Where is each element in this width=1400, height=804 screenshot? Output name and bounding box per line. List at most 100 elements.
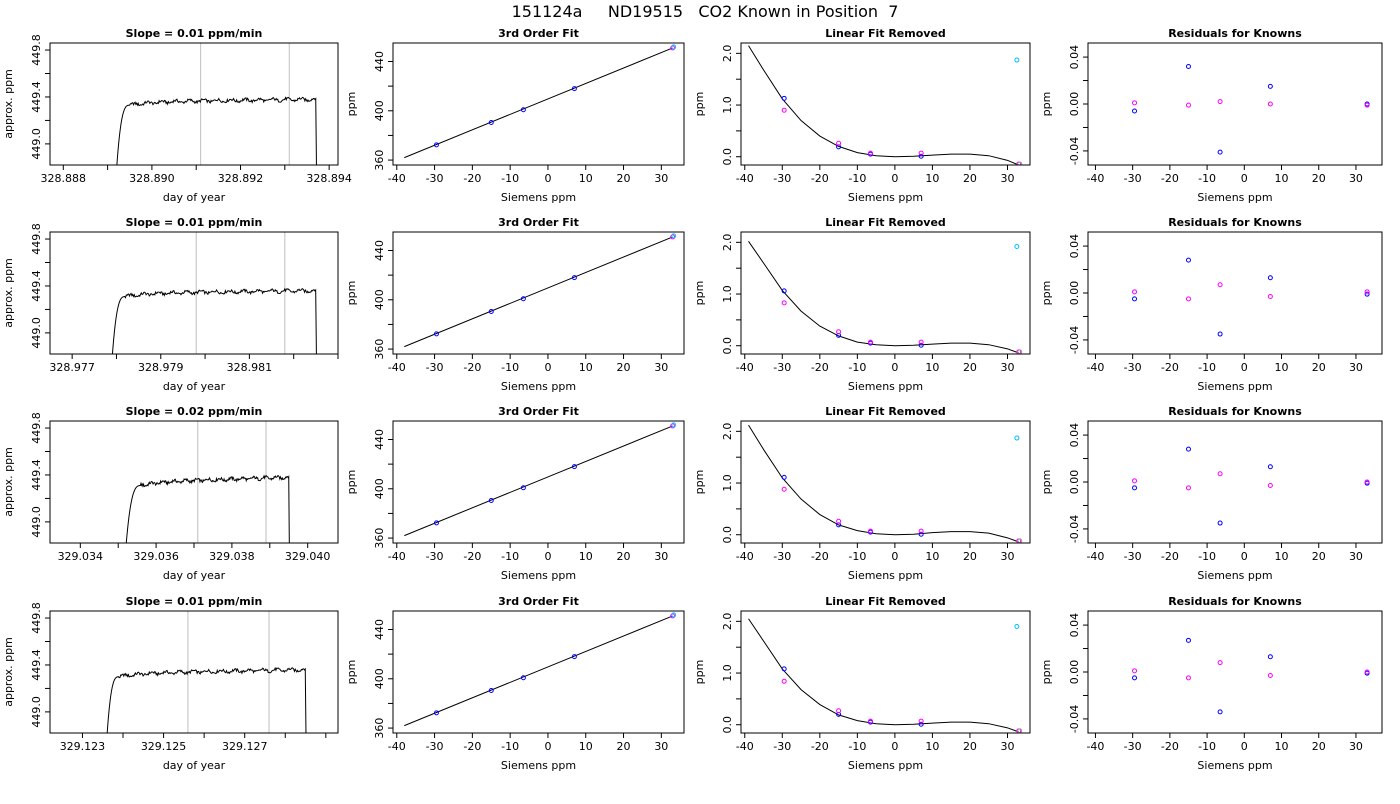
x-tick-label: -10 <box>848 740 866 753</box>
x-axis-label: Siemens ppm <box>501 380 576 393</box>
x-tick-label: -20 <box>1161 550 1179 563</box>
data-point <box>1185 257 1191 263</box>
y-tick-label: 449.4 <box>30 81 43 113</box>
plot-frame <box>740 420 1031 544</box>
x-tick-label: 328.981 <box>227 361 273 374</box>
x-tick-label: 10 <box>579 740 593 753</box>
data-point <box>1364 289 1370 295</box>
data-point <box>867 339 873 345</box>
y-tick-label: 400 <box>373 289 386 310</box>
x-tick-label: 328.888 <box>41 172 87 185</box>
chart-grid: Slope = 0.01 ppm/min day of year approx. p… <box>2 27 1383 772</box>
x-tick-label: -40 <box>388 740 406 753</box>
panel-title: Slope = 0.01 ppm/min <box>126 595 263 608</box>
data-point <box>1132 296 1138 302</box>
x-axis-label: Siemens ppm <box>1197 380 1272 393</box>
x-tick-label: 329.127 <box>222 740 268 753</box>
y-tick-label: 440 <box>373 51 386 72</box>
y-tick-label: 449.0 <box>30 696 43 728</box>
x-tick-label: -40 <box>736 361 754 374</box>
panel-r1-c0: Slope = 0.01 ppm/min day of year approx. p… <box>2 216 339 393</box>
plot-frame <box>392 42 685 166</box>
data-point <box>781 95 787 101</box>
panel-title: 3rd Order Fit <box>498 405 579 418</box>
panel-title: Linear Fit Removed <box>825 405 946 418</box>
data-point <box>918 718 924 724</box>
panel-title: Residuals for Knowns <box>1168 216 1302 229</box>
panel-title: Residuals for Knowns <box>1168 595 1302 608</box>
data-point <box>1185 296 1191 302</box>
data-point <box>1267 83 1273 89</box>
x-tick-label: -40 <box>388 550 406 563</box>
data-point <box>488 687 494 693</box>
x-tick-label: 30 <box>1000 172 1014 185</box>
data-point <box>1267 294 1273 300</box>
data-point <box>918 528 924 534</box>
plot-area <box>748 45 1023 165</box>
plot-area <box>404 612 677 727</box>
y-tick-label: 0.00 <box>1068 660 1081 685</box>
data-point <box>520 107 526 113</box>
x-tick-label: 0 <box>1241 740 1248 753</box>
y-axis-label: ppm <box>345 281 358 306</box>
x-axis-label: Siemens ppm <box>1197 191 1272 204</box>
x-tick-label: 0 <box>1241 550 1248 563</box>
panel-r3-c2: Linear Fit Removed Siemens ppm ppm -40 -30 -2… <box>693 595 1031 772</box>
x-tick-label: 0 <box>891 361 898 374</box>
plot-area <box>748 424 1023 543</box>
panel-r1-c1: 3rd Order Fit Siemens ppm ppm -40 -30 -20 -10 0… <box>345 216 685 393</box>
y-tick-label: 0.0 <box>721 716 734 734</box>
y-tick-label: 0.04 <box>1068 45 1081 69</box>
data-point <box>918 721 924 727</box>
x-tick-label: 0 <box>1241 361 1248 374</box>
y-tick-label: -0.04 <box>1068 326 1081 354</box>
y-tick-label: 449.4 <box>30 459 43 491</box>
panel-r3-c0: Slope = 0.01 ppm/min day of year approx. p… <box>2 595 339 772</box>
x-tick-label: 30 <box>654 550 668 563</box>
data-point <box>1267 654 1273 660</box>
panel-r1-c3: Residuals for Knowns Siemens ppm ppm -40 -30… <box>1040 216 1383 393</box>
y-tick-label: 0.0 <box>721 526 734 544</box>
panel-r1-c2: Linear Fit Removed Siemens ppm ppm -40 -30 -2… <box>693 216 1031 393</box>
x-tick-label: -40 <box>736 740 754 753</box>
x-tick-label: 10 <box>579 172 593 185</box>
data-point <box>781 300 787 306</box>
data-point <box>571 464 577 470</box>
y-tick-label: 1.0 <box>721 285 734 303</box>
x-tick-label: 0 <box>544 172 551 185</box>
x-tick-label: 20 <box>617 740 631 753</box>
panel-title: Residuals for Knowns <box>1168 405 1302 418</box>
x-tick-label: 0 <box>1241 172 1248 185</box>
figure-title: 151124a ND19515 CO2 Known in Position 7 <box>512 2 899 21</box>
x-tick-label: 10 <box>925 740 939 753</box>
x-tick-label: 30 <box>1000 740 1014 753</box>
data-point <box>1132 478 1138 484</box>
x-tick-label: 329.040 <box>285 550 331 563</box>
panel-r2-c2: Linear Fit Removed Siemens ppm ppm -40 -30 -2… <box>693 405 1031 582</box>
x-tick-label: 329.036 <box>133 550 179 563</box>
y-tick-label: 0.04 <box>1068 423 1081 448</box>
x-tick-label: 20 <box>617 550 631 563</box>
y-axis-label: ppm <box>345 92 358 117</box>
x-axis-label: day of year <box>163 569 226 582</box>
panel-title: 3rd Order Fit <box>498 595 579 608</box>
fit-curve <box>748 45 1019 165</box>
data-point <box>520 675 526 681</box>
data-point <box>1267 464 1273 470</box>
x-tick-label: -20 <box>463 550 481 563</box>
data-point <box>488 308 494 314</box>
data-point <box>1185 637 1191 643</box>
panel-title: 3rd Order Fit <box>498 27 579 40</box>
y-tick-label: 2.0 <box>721 423 734 441</box>
panel-r2-c1: 3rd Order Fit Siemens ppm ppm -40 -30 -20 -10 0… <box>345 405 685 582</box>
concentration-trace <box>116 96 317 165</box>
x-tick-label: 20 <box>1312 172 1326 185</box>
y-axis-label: approx. ppm <box>2 69 15 139</box>
y-axis-label: ppm <box>345 660 358 685</box>
data-point <box>520 296 526 302</box>
x-tick-label: 20 <box>617 361 631 374</box>
y-axis-label: ppm <box>1040 281 1053 306</box>
data-point <box>433 142 439 148</box>
x-tick-label: -10 <box>848 550 866 563</box>
x-tick-label: 10 <box>1275 550 1289 563</box>
